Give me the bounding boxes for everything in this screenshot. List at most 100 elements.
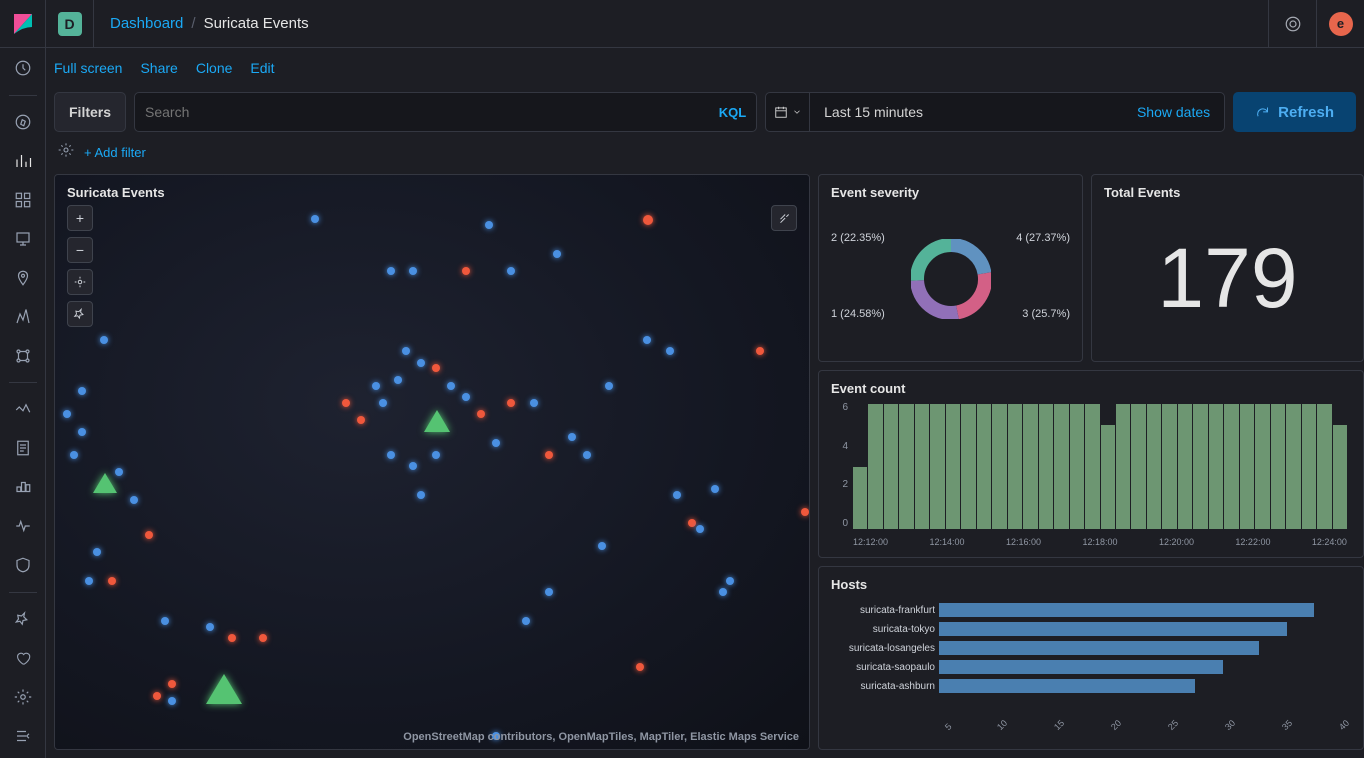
- filter-settings-icon[interactable]: [58, 142, 74, 163]
- nav-devtools-icon[interactable]: [0, 602, 46, 635]
- nav-ml-icon[interactable]: [0, 300, 46, 333]
- nav-recent-icon[interactable]: [0, 52, 46, 85]
- share-link[interactable]: Share: [140, 60, 177, 76]
- map-event-dot: [507, 267, 515, 275]
- hosts-xtick: 15: [1052, 718, 1072, 738]
- hosts-xtick: 20: [1109, 718, 1129, 738]
- map-event-dot: [379, 399, 387, 407]
- map-event-dot: [63, 410, 71, 418]
- refresh-button[interactable]: Refresh: [1233, 92, 1356, 132]
- nav-discover-icon[interactable]: [0, 106, 46, 139]
- map-event-dot: [545, 588, 553, 596]
- nav-canvas-icon[interactable]: [0, 223, 46, 256]
- nav-maps-icon[interactable]: [0, 261, 46, 294]
- newsfeed-icon[interactable]: [1268, 0, 1316, 48]
- host-track: [939, 622, 1351, 636]
- count-bar: [1286, 404, 1300, 529]
- host-row: suricata-losangeles: [831, 640, 1351, 656]
- filters-button[interactable]: Filters: [54, 92, 126, 132]
- map-event-dot: [311, 215, 319, 223]
- nav-siem-icon[interactable]: [0, 549, 46, 582]
- map-event-dot: [636, 663, 644, 671]
- map-event-dot: [130, 496, 138, 504]
- host-bar: [939, 679, 1195, 693]
- count-bar: [1023, 404, 1037, 529]
- map-event-dot: [394, 376, 402, 384]
- host-track: [939, 660, 1351, 674]
- map-event-dot: [756, 347, 764, 355]
- map-host-marker: [206, 674, 242, 704]
- map-event-dot: [409, 267, 417, 275]
- add-filter-link[interactable]: + Add filter: [84, 145, 146, 160]
- nav-graph-icon[interactable]: [0, 339, 46, 372]
- show-dates-link[interactable]: Show dates: [1123, 104, 1224, 120]
- map-event-dot: [462, 393, 470, 401]
- host-track: [939, 679, 1351, 693]
- map-event-dot: [417, 359, 425, 367]
- nav-dashboard-icon[interactable]: [0, 184, 46, 217]
- time-picker[interactable]: Last 15 minutes Show dates: [765, 92, 1225, 132]
- count-bar: [884, 404, 898, 529]
- map-event-dot: [161, 617, 169, 625]
- count-bar: [868, 404, 882, 529]
- nav-apm-icon[interactable]: [0, 471, 46, 504]
- map-fit-button[interactable]: [67, 269, 93, 295]
- map-event-dot: [342, 399, 350, 407]
- map-layers-button[interactable]: [771, 205, 797, 231]
- nav-logs-icon[interactable]: [0, 432, 46, 465]
- total-value: 179: [1104, 206, 1351, 351]
- count-bar: [1302, 404, 1316, 529]
- count-bar: [992, 404, 1006, 529]
- query-bar: Filters KQL Last 15 minutes Show dates R…: [54, 92, 1356, 132]
- avatar: e: [1329, 12, 1353, 36]
- space-selector[interactable]: D: [46, 0, 94, 48]
- nav-uptime-icon[interactable]: [0, 510, 46, 543]
- host-row: suricata-ashburn: [831, 678, 1351, 694]
- time-range-text: Last 15 minutes: [810, 104, 1123, 120]
- fullscreen-link[interactable]: Full screen: [54, 60, 122, 76]
- breadcrumb-parent[interactable]: Dashboard: [110, 15, 183, 32]
- map-zoom-in-button[interactable]: +: [67, 205, 93, 231]
- severity-donut: 2 (22.35%)1 (24.58%)4 (27.37%)3 (25.7%): [831, 206, 1070, 351]
- count-chart: 6420 12:12:0012:14:0012:16:0012:18:0012:…: [831, 402, 1351, 547]
- map-tools-button[interactable]: [67, 301, 93, 327]
- count-bar: [1008, 404, 1022, 529]
- clone-link[interactable]: Clone: [196, 60, 233, 76]
- kql-badge[interactable]: KQL: [719, 105, 746, 120]
- side-nav: [0, 48, 46, 758]
- severity-slice-label: 2 (22.35%): [831, 232, 885, 244]
- map-event-dot: [522, 617, 530, 625]
- count-bar: [930, 404, 944, 529]
- map-attribution: OpenStreetMap contributors, OpenMapTiles…: [403, 731, 799, 743]
- nav-collapse-icon[interactable]: [0, 719, 46, 752]
- map-event-dot: [492, 439, 500, 447]
- count-xtick: 12:20:00: [1159, 537, 1194, 547]
- count-title: Event count: [831, 381, 1351, 396]
- map-host-marker: [424, 410, 450, 432]
- edit-link[interactable]: Edit: [250, 60, 274, 76]
- search-input[interactable]: [145, 104, 719, 120]
- map-event-dot: [78, 428, 86, 436]
- dashboard-grid: Suricata Events + − OpenStreetMap contri…: [54, 174, 1356, 750]
- kibana-logo[interactable]: [0, 0, 46, 48]
- topbar: D Dashboard / Suricata Events e: [0, 0, 1364, 48]
- map-event-dot: [801, 508, 809, 516]
- map-surface[interactable]: [55, 175, 809, 749]
- hosts-xtick: 30: [1223, 718, 1243, 738]
- breadcrumb-current: Suricata Events: [204, 15, 309, 32]
- nav-metrics-icon[interactable]: [0, 393, 46, 426]
- map-panel-title: Suricata Events: [67, 185, 165, 200]
- hosts-chart: suricata-frankfurtsuricata-tokyosuricata…: [831, 598, 1351, 739]
- refresh-label: Refresh: [1278, 104, 1334, 121]
- user-menu[interactable]: e: [1316, 0, 1364, 48]
- nav-management-icon[interactable]: [0, 680, 46, 713]
- host-label: suricata-ashburn: [831, 681, 939, 692]
- hosts-xtick: 10: [995, 718, 1015, 738]
- nav-monitoring-icon[interactable]: [0, 641, 46, 674]
- map-event-dot: [432, 451, 440, 459]
- map-zoom-out-button[interactable]: −: [67, 237, 93, 263]
- count-bar: [915, 404, 929, 529]
- nav-visualize-icon[interactable]: [0, 145, 46, 178]
- host-bar: [939, 622, 1287, 636]
- map-event-dot: [78, 387, 86, 395]
